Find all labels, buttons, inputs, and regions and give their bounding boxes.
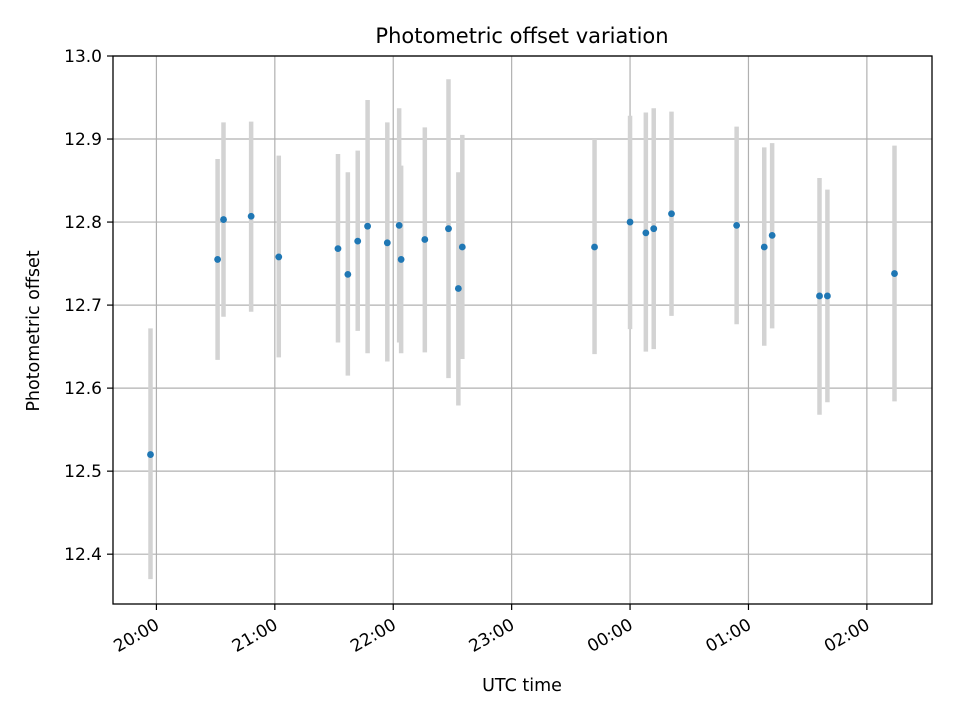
data-point (668, 210, 675, 218)
data-point (220, 216, 227, 223)
data-point (816, 292, 823, 300)
plot-frame (112, 55, 933, 605)
y-tick-label: 12.6 (64, 379, 102, 399)
y-tick-label: 12.5 (64, 462, 102, 482)
data-point (891, 270, 898, 277)
data-point (344, 270, 352, 278)
data-points (147, 210, 898, 458)
data-point (591, 243, 598, 251)
data-point (626, 218, 634, 226)
data-point (768, 231, 776, 239)
data-point (421, 236, 429, 243)
data-point (760, 243, 768, 251)
data-point (397, 256, 405, 263)
data-point (650, 225, 658, 233)
data-point (214, 256, 221, 263)
data-point (733, 221, 741, 229)
data-point (364, 222, 371, 230)
data-point (642, 229, 650, 237)
data-point (383, 239, 391, 247)
y-tick-label: 12.7 (64, 296, 102, 316)
y-axis-title: Photometric offset (24, 250, 44, 411)
data-point (395, 221, 403, 229)
data-point (275, 253, 283, 261)
y-tick-label: 12.4 (64, 545, 102, 565)
data-point (454, 285, 462, 292)
y-tick-label: 12.8 (64, 213, 102, 233)
chart-title: Photometric offset variation (375, 24, 668, 48)
data-point (458, 243, 466, 251)
data-point (824, 292, 831, 300)
data-point (445, 225, 452, 233)
data-point (334, 245, 342, 253)
data-point (147, 451, 154, 458)
y-tick-label: 12.9 (64, 130, 102, 150)
data-point (247, 212, 255, 220)
x-axis-title: UTC time (482, 676, 562, 696)
y-tick-label: 13.0 (64, 47, 102, 67)
y-axis-ticks: 12.4 12.5 12.6 12.7 12.8 12.9 13.0 (64, 47, 113, 565)
data-point (354, 237, 362, 245)
